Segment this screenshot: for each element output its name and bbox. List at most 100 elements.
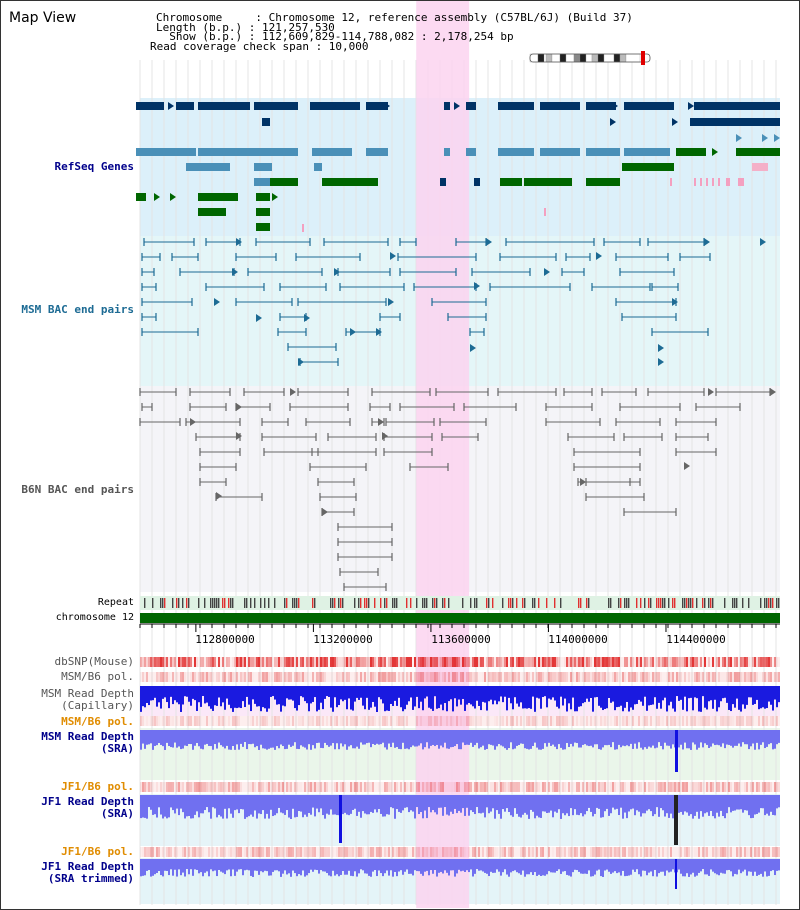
depth-bar <box>522 859 524 871</box>
depth-bar <box>544 686 546 697</box>
heat-cell <box>760 657 762 667</box>
repeat-element <box>198 598 200 608</box>
heat-cell <box>374 657 376 667</box>
heat-cell <box>388 657 390 667</box>
depth-bar <box>578 686 580 707</box>
heat-cell <box>278 672 280 682</box>
depth-bar <box>614 730 616 750</box>
depth-bar <box>398 859 400 872</box>
depth-bar <box>734 686 736 708</box>
depth-bar <box>210 859 212 870</box>
depth-bar <box>512 730 514 750</box>
heat-cell <box>776 847 778 857</box>
heat-cell <box>596 847 598 857</box>
depth-bar <box>704 795 706 814</box>
depth-bar <box>240 795 242 810</box>
heat-cell <box>266 847 268 857</box>
repeat-element <box>268 598 270 608</box>
heat-cell <box>360 716 362 726</box>
heat-cell <box>512 672 514 682</box>
heat-cell <box>252 847 254 857</box>
heat-cell <box>536 782 538 792</box>
heat-cell <box>442 672 444 682</box>
gene-arrow <box>178 148 184 156</box>
depth-bar <box>236 859 238 872</box>
depth-bar <box>670 859 672 872</box>
heat-cell <box>506 672 508 682</box>
heat-cell <box>456 716 458 726</box>
heat-cell <box>210 657 212 667</box>
heat-cell <box>444 672 446 682</box>
heat-cell <box>492 716 494 726</box>
depth-bar <box>406 859 408 870</box>
heat-cell <box>684 716 686 726</box>
heat-cell <box>340 657 342 667</box>
track-label-jf1-pol: JF1/B6 pol. <box>61 780 134 793</box>
heat-cell <box>274 716 276 726</box>
depth-bar <box>450 859 452 871</box>
heat-cell <box>160 847 162 857</box>
heat-cell <box>218 716 220 726</box>
depth-bar <box>356 795 358 816</box>
repeat-element <box>374 598 376 608</box>
depth-bar <box>298 859 300 875</box>
depth-spike <box>675 730 678 772</box>
heat-cell <box>468 657 470 667</box>
depth-bar <box>166 859 168 871</box>
heat-cell <box>716 847 718 857</box>
depth-bar <box>184 686 186 697</box>
track-label-chromosome: chromosome 12 <box>55 612 134 623</box>
depth-bar <box>358 686 360 700</box>
heat-cell <box>404 657 406 667</box>
depth-bar <box>166 730 168 743</box>
depth-bar <box>246 859 248 870</box>
heat-cell <box>392 672 394 682</box>
depth-bar <box>550 859 552 873</box>
heat-cell <box>490 672 492 682</box>
heat-cell <box>160 657 162 667</box>
depth-bar <box>440 859 442 872</box>
heat-cell <box>740 672 742 682</box>
heat-cell <box>336 657 338 667</box>
depth-bar <box>492 859 494 873</box>
heat-cell <box>176 672 178 682</box>
depth-bar <box>292 686 294 701</box>
heat-cell <box>750 782 752 792</box>
heat-cell <box>768 847 770 857</box>
heat-cell <box>242 716 244 726</box>
depth-bar <box>286 859 288 875</box>
depth-bar <box>378 686 380 698</box>
heat-cell <box>544 782 546 792</box>
depth-bar <box>380 730 382 745</box>
heat-cell <box>286 782 288 792</box>
depth-bar <box>462 795 464 809</box>
gene-block <box>474 178 480 186</box>
depth-bar <box>528 859 530 875</box>
gene-block <box>694 102 780 110</box>
depth-bar <box>596 859 598 871</box>
heat-cell <box>726 657 728 667</box>
heat-cell <box>710 716 712 726</box>
heat-cell <box>210 782 212 792</box>
depth-bar <box>304 859 306 877</box>
heat-cell <box>386 657 388 667</box>
gene-block <box>498 102 534 110</box>
heat-cell <box>376 657 378 667</box>
heat-cell <box>390 716 392 726</box>
heat-cell <box>634 782 636 792</box>
depth-bar <box>716 859 718 875</box>
depth-bar <box>574 859 576 870</box>
heat-cell <box>298 657 300 667</box>
depth-bar <box>538 795 540 818</box>
heat-cell <box>682 716 684 726</box>
depth-bar <box>774 730 776 749</box>
depth-bar <box>472 730 474 747</box>
heat-cell <box>594 672 596 682</box>
depth-bar <box>422 730 424 750</box>
track-label-jf1-trim-sub: (SRA trimmed) <box>47 872 134 885</box>
heat-cell <box>256 672 258 682</box>
depth-bar <box>354 686 356 702</box>
depth-bar <box>444 795 446 808</box>
heat-cell <box>266 782 268 792</box>
